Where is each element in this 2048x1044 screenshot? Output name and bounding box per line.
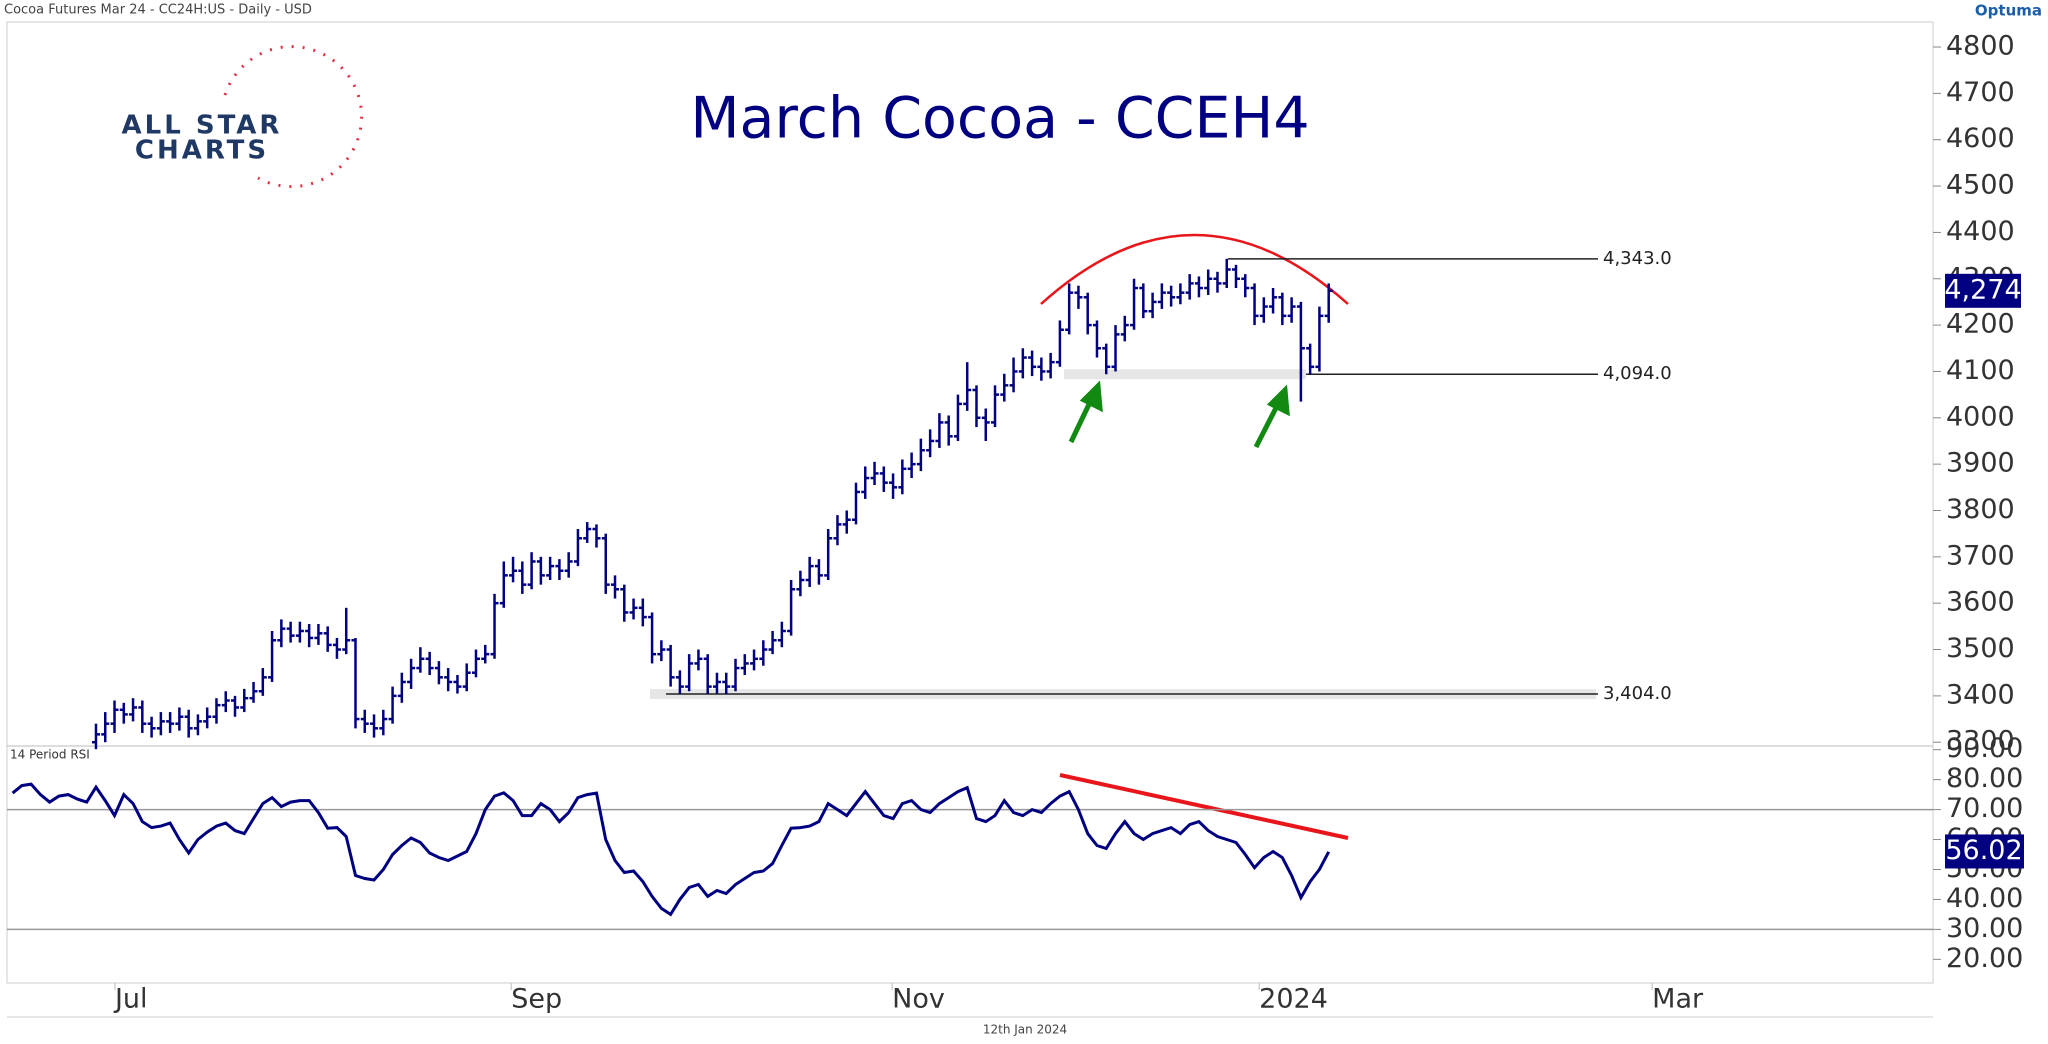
y-tick-label: 3600 — [1946, 587, 2015, 618]
x-tick-label: 2024 — [1259, 984, 1328, 1015]
arrow-head — [1266, 384, 1290, 417]
arrows — [1068, 380, 1290, 449]
y-tick-label: 90.00 — [1946, 733, 2023, 764]
chart-title: March Cocoa - CCEH4 — [690, 86, 1309, 152]
y-tick-label: 4100 — [1946, 355, 2015, 386]
last-value-box — [1945, 834, 2024, 869]
last-value-label: 4,274 — [1944, 274, 2021, 305]
y-tick-label: 3700 — [1946, 540, 2015, 571]
support-band — [1064, 369, 1306, 380]
level-label: 3,404.0 — [1603, 683, 1672, 704]
plot-frame — [6, 21, 1934, 984]
arrow-head — [1079, 380, 1103, 413]
logo-line2: CHARTS — [135, 136, 269, 166]
y-tick-label: 3300 — [1946, 726, 2015, 757]
top-arc — [1040, 233, 1349, 305]
y-tick-label: 4400 — [1946, 216, 2015, 247]
y-tick-label: 30.00 — [1946, 913, 2023, 944]
y-tick-label: 4700 — [1946, 77, 2015, 108]
logo: ALL STAR CHARTS — [122, 45, 364, 189]
y-tick-label: 4600 — [1946, 123, 2015, 154]
y-tick-label: 40.00 — [1946, 883, 2023, 914]
x-tick-label: Sep — [511, 984, 562, 1015]
y-tick-label: 4500 — [1946, 170, 2015, 201]
arrow — [1253, 400, 1282, 449]
y-tick-label: 4200 — [1946, 309, 2015, 340]
arrow — [1068, 396, 1095, 444]
x-tick-label: Nov — [892, 984, 945, 1015]
last-value-label: 56.02 — [1945, 835, 2022, 866]
logo-line1: ALL STAR — [122, 111, 283, 141]
brand: Optuma — [1975, 2, 2042, 20]
x-tick-label: Mar — [1652, 984, 1704, 1015]
level-label: 4,343.0 — [1603, 248, 1672, 269]
level-label: 4,094.0 — [1603, 363, 1672, 384]
y-tick-label: 4000 — [1946, 401, 2015, 432]
y-tick-label: 3900 — [1946, 448, 2015, 479]
footer-date: 12th Jan 2024 — [983, 1023, 1067, 1037]
rsi-line — [11, 782, 1331, 917]
rsi-title: 14 Period RSI — [10, 748, 90, 762]
y-tick-label: 4800 — [1946, 31, 2015, 62]
y-tick-label: 3500 — [1946, 633, 2015, 664]
y-tick-label: 3400 — [1946, 679, 2015, 710]
x-tick-label: Jul — [113, 984, 148, 1015]
last-value-box — [1945, 273, 2021, 308]
y-tick-label: 70.00 — [1946, 793, 2023, 824]
y-tick-label: 3800 — [1946, 494, 2015, 525]
y-tick-label: 80.00 — [1946, 763, 2023, 794]
header-text: Cocoa Futures Mar 24 - CC24H:US - Daily … — [4, 3, 312, 18]
rsi-trendline — [1059, 773, 1349, 840]
y-tick-label: 20.00 — [1946, 943, 2023, 974]
